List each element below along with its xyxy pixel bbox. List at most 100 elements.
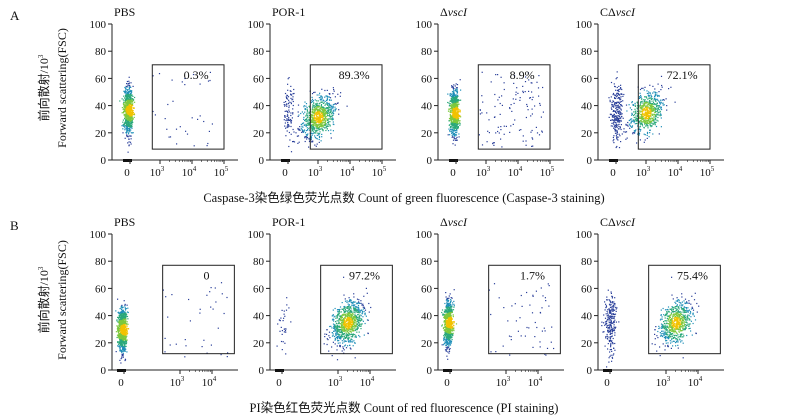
- scatter-point: [129, 127, 131, 130]
- scatter-point: [323, 107, 325, 109]
- scatter-point: [285, 96, 287, 98]
- scatter-point: [454, 114, 456, 116]
- scatter-point: [317, 124, 319, 126]
- scatter-point: [457, 120, 459, 122]
- scatter-point: [458, 115, 460, 117]
- scatter-point: [320, 114, 322, 116]
- scatter-point: [133, 114, 135, 116]
- scatter-point: [332, 121, 334, 123]
- scatter-point: [128, 125, 130, 128]
- scatter-point: [129, 125, 132, 127]
- scatter-point: [332, 309, 334, 311]
- scatter-point: [312, 114, 314, 116]
- scatter-point: [634, 130, 636, 132]
- scatter-point: [618, 97, 621, 99]
- scatter-point: [660, 107, 662, 109]
- scatter-point: [295, 132, 297, 134]
- scatter-point: [650, 104, 652, 106]
- scatter-point: [308, 138, 310, 140]
- scatter-point: [322, 117, 324, 119]
- scatter-point: [332, 118, 334, 120]
- scatter-point: [512, 98, 514, 100]
- scatter-point: [126, 130, 129, 132]
- scatter-point: [454, 110, 456, 112]
- scatter-point: [643, 104, 645, 106]
- scatter-point: [305, 105, 307, 107]
- scatter-point: [616, 145, 618, 148]
- scatter-point: [618, 90, 620, 92]
- scatter-point: [616, 115, 618, 117]
- scatter-point: [124, 348, 126, 350]
- scatter-point: [654, 111, 657, 113]
- scatter-point: [125, 308, 127, 310]
- scatter-point: [648, 110, 650, 112]
- scatter-point: [323, 117, 325, 119]
- scatter-point: [339, 334, 341, 336]
- scatter-point: [338, 321, 340, 323]
- scatter-point: [308, 146, 310, 148]
- scatter-point: [316, 107, 318, 109]
- scatter-point: [538, 134, 541, 136]
- scatter-point: [130, 111, 132, 114]
- scatter-point: [449, 100, 451, 102]
- scatter-point: [307, 133, 309, 135]
- scatter-point: [332, 117, 334, 119]
- x-tick-label: 104: [182, 165, 197, 179]
- scatter-point: [323, 109, 325, 112]
- scatter-point: [614, 128, 616, 130]
- scatter-point: [646, 123, 648, 125]
- scatter-point: [453, 101, 456, 103]
- scatter-point: [128, 101, 130, 103]
- scatter-point: [332, 111, 334, 113]
- scatter-point: [452, 108, 454, 110]
- y-tick-label: 0: [427, 155, 433, 167]
- scatter-point: [616, 119, 619, 121]
- scatter-point: [648, 111, 650, 113]
- scatter-point: [126, 103, 128, 105]
- scatter-point: [327, 122, 329, 124]
- scatter-point: [127, 332, 129, 334]
- scatter-point: [334, 108, 336, 110]
- scatter-point: [126, 313, 128, 316]
- scatter-point: [324, 104, 326, 106]
- scatter-point: [290, 101, 292, 103]
- scatter-point: [451, 129, 453, 131]
- scatter-point: [123, 314, 125, 316]
- scatter-point: [628, 104, 630, 106]
- scatter-point: [130, 82, 132, 84]
- scatter-point: [124, 91, 126, 93]
- scatter-point: [322, 123, 324, 125]
- scatter-point: [330, 105, 333, 107]
- scatter-point: [315, 106, 317, 108]
- scatter-point: [641, 108, 643, 110]
- scatter-point: [318, 113, 320, 115]
- scatter-point: [124, 340, 127, 342]
- scatter-point: [641, 87, 643, 89]
- scatter-point: [640, 111, 642, 113]
- scatter-point: [306, 112, 308, 114]
- scatter-point: [316, 128, 319, 130]
- scatter-point: [459, 111, 461, 113]
- scatter-point: [328, 103, 330, 105]
- scatter-point: [619, 99, 621, 101]
- scatter-point: [458, 136, 460, 138]
- scatter-point: [298, 128, 300, 130]
- scatter-point: [347, 327, 349, 329]
- scatter-point: [457, 103, 459, 105]
- scatter-point: [281, 333, 283, 335]
- panel-title-prefix: Δ: [440, 5, 448, 19]
- scatter-point: [125, 332, 127, 334]
- scatter-point: [301, 131, 303, 133]
- scatter-point: [127, 118, 129, 120]
- scatter-point: [125, 336, 127, 338]
- scatter-point: [654, 88, 656, 90]
- scatter-point: [460, 89, 462, 91]
- scatter-point: [303, 116, 305, 118]
- scatter-point: [306, 138, 308, 140]
- scatter-point: [330, 110, 332, 112]
- scatter-point: [321, 113, 323, 115]
- scatter-point: [125, 314, 127, 316]
- scatter-point: [115, 351, 117, 353]
- scatter-point: [618, 114, 620, 117]
